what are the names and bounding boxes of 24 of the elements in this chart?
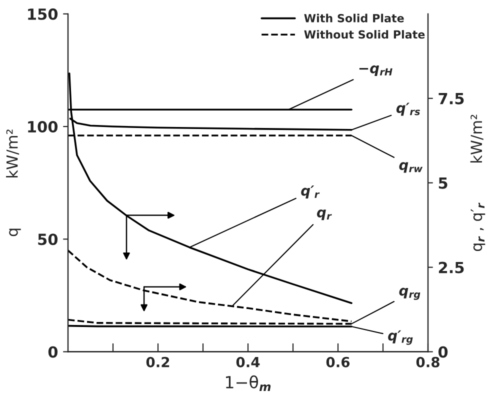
annotation: q′$_{rs}$ [396, 102, 420, 116]
y2-tick-label: 7.5 [438, 93, 464, 104]
y-tick-label: 150 [28, 8, 58, 20]
annotation: q$_{r}$ [316, 209, 332, 220]
y2-tick-label: 5 [438, 177, 448, 189]
y2-tick-label: 2.5 [438, 262, 464, 274]
y2-tick-label: 0 [438, 346, 448, 358]
x-tick-label: 0.6 [326, 356, 350, 368]
legend-label: Without Solid Plate [304, 30, 425, 39]
x-tick-label: 0.4 [236, 356, 260, 368]
annotation: −q$_{rH}$ [359, 65, 392, 76]
annotation: q′$_{rg}$ [388, 330, 413, 345]
annotation: q′$_{r}$ [301, 185, 320, 198]
annotation: q$_{rg}$ [399, 288, 420, 300]
x-axis-title: 1−θ$_{m}$ [226, 375, 271, 391]
y-tick-label: 0 [48, 346, 58, 358]
x-tick-label: 0.2 [146, 356, 170, 368]
legend-label: With Solid Plate [304, 14, 404, 22]
annotation: q$_{rw}$ [399, 162, 423, 173]
x-tick-label: 0.8 [416, 356, 440, 368]
y-tick-label: 100 [28, 120, 58, 133]
y-tick-label: 50 [38, 234, 58, 246]
y-axis-title: q kW/m² [6, 130, 21, 236]
text: q$_{r}$ , q′$_{r}$ kW/m² [470, 114, 486, 252]
